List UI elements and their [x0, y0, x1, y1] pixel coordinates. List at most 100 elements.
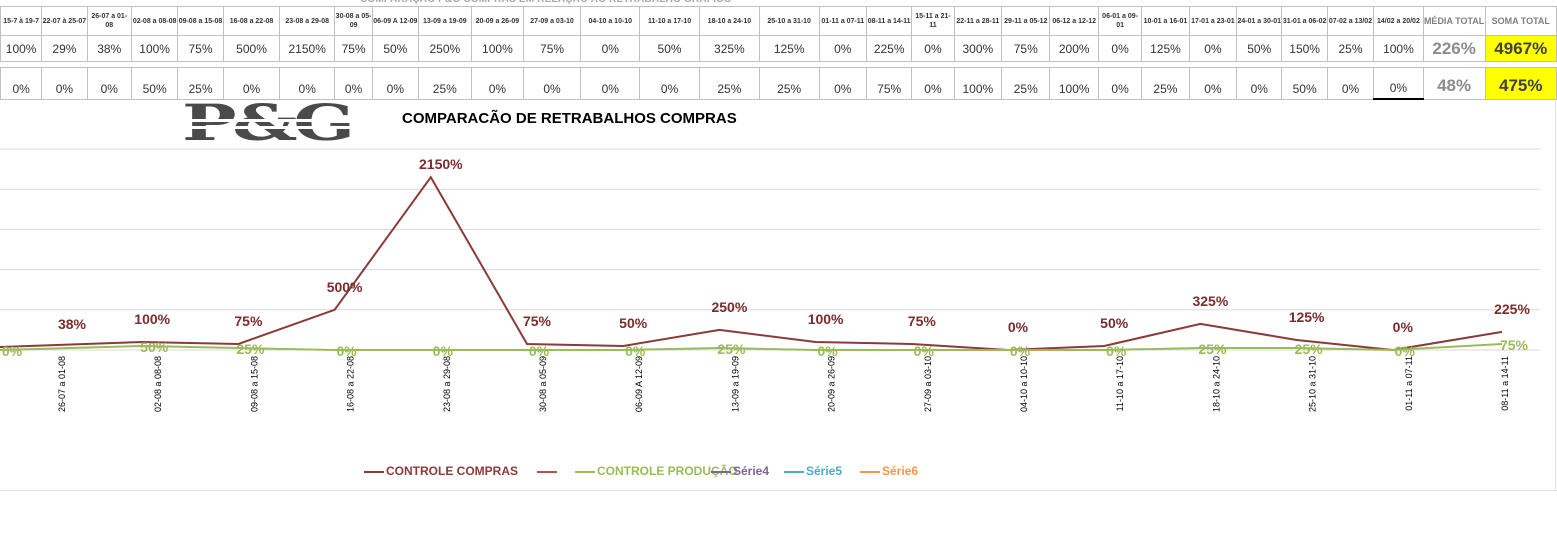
- column-header[interactable]: 30-08 a 05-09: [334, 6, 374, 36]
- producao-cell[interactable]: 100%: [1049, 67, 1099, 100]
- compras-cell[interactable]: 50%: [1236, 35, 1283, 62]
- producao-cell[interactable]: 0%: [1373, 67, 1424, 100]
- producao-cell[interactable]: 75%: [865, 67, 913, 100]
- compras-cell[interactable]: 0%: [911, 35, 955, 62]
- producao-cell[interactable]: 0%: [818, 67, 867, 100]
- compras-cell[interactable]: 250%: [417, 35, 473, 62]
- data-label: 25%: [1198, 341, 1227, 357]
- data-label: 75%: [234, 313, 263, 329]
- gap-cell: [1049, 61, 1099, 68]
- producao-cell[interactable]: 100%: [953, 67, 1003, 100]
- producao-cell[interactable]: 25%: [417, 67, 473, 100]
- compras-cell[interactable]: 100%: [471, 35, 524, 62]
- column-header[interactable]: 13-09 a 19-09: [417, 6, 473, 36]
- compras-cell[interactable]: 225%: [865, 35, 913, 62]
- compras-cell[interactable]: 200%: [1049, 35, 1099, 62]
- gap-cell: [87, 61, 132, 68]
- compras-cell[interactable]: 125%: [1141, 35, 1190, 62]
- data-label: 0%: [1008, 319, 1029, 335]
- producao-cell[interactable]: 0%: [1097, 67, 1143, 100]
- column-header[interactable]: 22-07 à 25-07: [41, 6, 88, 36]
- producao-cell[interactable]: 0%: [911, 67, 955, 100]
- data-label: 25%: [236, 341, 265, 357]
- compras-cell[interactable]: 75%: [177, 35, 224, 62]
- compras-cell[interactable]: 150%: [1281, 35, 1328, 62]
- legend-label: Série5: [806, 464, 843, 478]
- compras-cell[interactable]: 75%: [334, 35, 374, 62]
- soma-total-producao[interactable]: 475%: [1484, 67, 1557, 100]
- gap-row: [0, 61, 1557, 68]
- producao-cell[interactable]: 0%: [1326, 67, 1375, 100]
- media-total-compras[interactable]: 226%: [1422, 35, 1486, 62]
- column-header[interactable]: 18-10 a 24-10: [698, 6, 760, 36]
- legend-swatch: [784, 471, 804, 473]
- producao-cell[interactable]: 0%: [1236, 67, 1283, 100]
- gap-cell: [0, 61, 42, 68]
- x-tick-label: 27-09 a 03-10: [923, 356, 933, 412]
- column-header[interactable]: 07-02 a 13/02: [1326, 6, 1375, 36]
- data-label: 38%: [58, 316, 87, 332]
- producao-cell[interactable]: 0%: [580, 67, 641, 100]
- chart-border-bottom: [0, 490, 1557, 491]
- gap-cell: [471, 61, 524, 68]
- column-header[interactable]: 25-10 a 31-10: [758, 6, 820, 36]
- x-tick-label: 11-10 a 17-10: [1115, 356, 1125, 411]
- compras-cell[interactable]: 325%: [698, 35, 760, 62]
- column-header[interactable]: 16-08 a 22-08: [222, 6, 281, 36]
- data-label: 0%: [529, 343, 550, 359]
- legend-swatch: [537, 471, 557, 473]
- producao-cell[interactable]: 50%: [130, 67, 179, 100]
- producao-cell[interactable]: 0%: [522, 67, 582, 100]
- compras-cell[interactable]: 500%: [222, 35, 281, 62]
- data-label: 250%: [711, 299, 747, 315]
- column-header[interactable]: 04-10 a 10-10: [580, 6, 641, 36]
- gap-cell: [1373, 61, 1424, 68]
- producao-cell[interactable]: 0%: [471, 67, 524, 100]
- gap-cell: [1189, 61, 1237, 68]
- gap-cell: [1236, 61, 1282, 68]
- series-line-producao: [0, 342, 1503, 352]
- soma-total-compras[interactable]: 4967%: [1484, 35, 1557, 62]
- producao-cell[interactable]: 25%: [698, 67, 760, 100]
- producao-cell[interactable]: 0%: [222, 67, 281, 100]
- data-label: 0%: [914, 343, 935, 359]
- gap-cell: [418, 61, 472, 68]
- data-label: 50%: [140, 339, 169, 355]
- producao-cell[interactable]: 0%: [1188, 67, 1238, 100]
- x-tick-label: 23-08 a 29-08: [442, 356, 452, 412]
- media-total-producao[interactable]: 48%: [1422, 67, 1486, 100]
- column-header[interactable]: 02-08 a 08-08: [130, 6, 179, 36]
- data-label: 75%: [908, 313, 937, 329]
- producao-cell[interactable]: 25%: [758, 67, 820, 100]
- producao-cell[interactable]: 25%: [1001, 67, 1051, 100]
- compras-cell[interactable]: 25%: [1326, 35, 1375, 62]
- column-header[interactable]: 23-08 a 29-08: [279, 6, 336, 36]
- column-header[interactable]: 01-11 a 07-11: [818, 6, 867, 36]
- sheet-caption: COMPARAÇÃO P&G COMPRAS EM RELAÇÃO AO RET…: [360, 0, 860, 6]
- column-header[interactable]: 15-11 a 21-11: [911, 6, 955, 36]
- producao-cell[interactable]: 0%: [334, 67, 374, 100]
- compras-cell[interactable]: 100%: [1373, 35, 1424, 62]
- data-label: 0%: [625, 343, 646, 359]
- producao-cell[interactable]: 25%: [177, 67, 224, 100]
- producao-cell[interactable]: 0%: [41, 67, 88, 100]
- x-tick-label: 04-10 a 10-10: [1019, 356, 1029, 412]
- x-tick-label: 25-10 a 31-10: [1308, 356, 1318, 412]
- column-header[interactable]: 08-11 a 14-11: [865, 6, 913, 36]
- compras-cell[interactable]: 0%: [1097, 35, 1143, 62]
- compras-cell[interactable]: 38%: [86, 35, 132, 62]
- compras-cell[interactable]: 125%: [758, 35, 820, 62]
- pg-logo: P&G: [182, 98, 530, 148]
- column-header[interactable]: 20-09 a 26-09: [471, 6, 524, 36]
- compras-cell[interactable]: 0%: [580, 35, 641, 62]
- column-header[interactable]: 11-10 a 17-10: [639, 6, 700, 36]
- x-tick-label: 09-08 a 15-08: [249, 356, 259, 412]
- column-header[interactable]: 14/02 a 20/02: [1373, 6, 1424, 36]
- producao-cell[interactable]: 0%: [372, 67, 419, 100]
- producao-cell[interactable]: 0%: [86, 67, 132, 100]
- x-tick-label: 08-11 a 14-11: [1500, 356, 1510, 411]
- gap-soma: [1485, 61, 1557, 68]
- gap-cell: [580, 61, 640, 68]
- column-header[interactable]: 27-09 a 03-10: [522, 6, 582, 36]
